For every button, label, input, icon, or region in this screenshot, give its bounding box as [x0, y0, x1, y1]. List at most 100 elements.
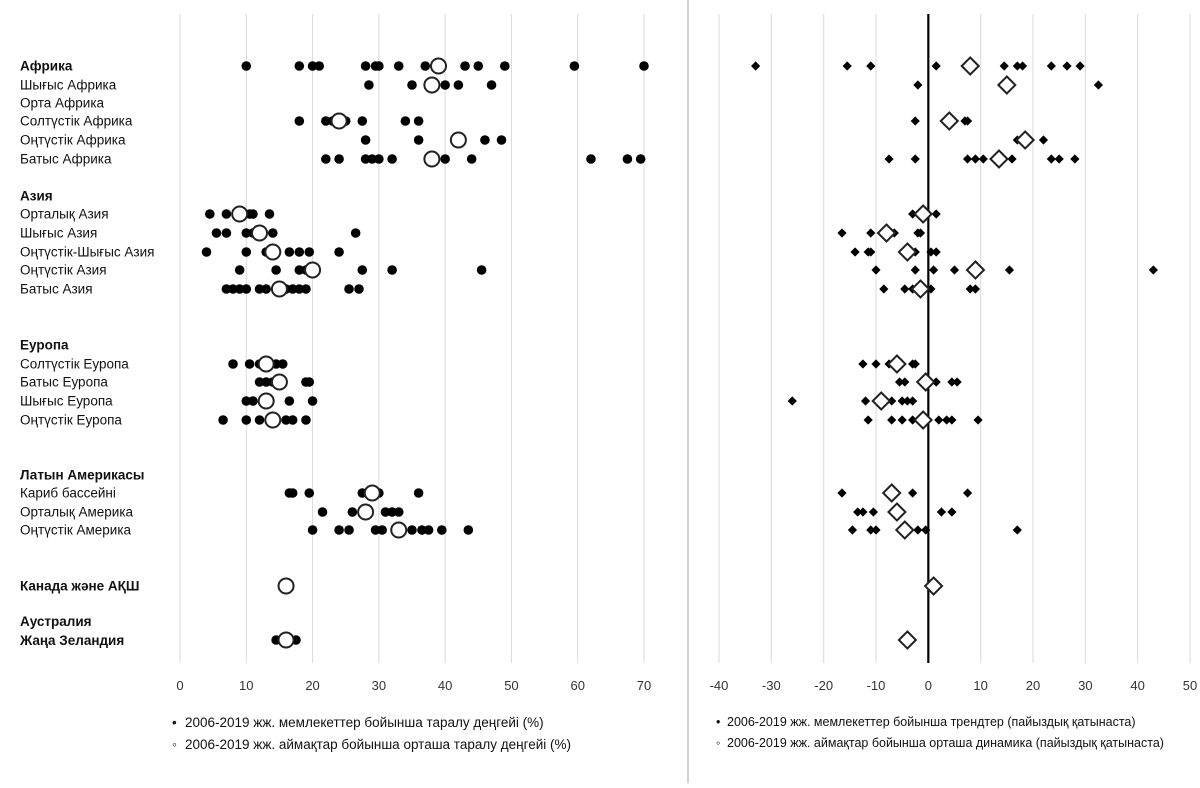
region-mean-marker	[277, 631, 295, 649]
country-trend-point	[931, 377, 941, 387]
country-point	[294, 116, 305, 126]
country-point	[453, 80, 464, 90]
row-label: Оңтүстік Еуропа	[20, 413, 122, 428]
country-trend-point	[1062, 61, 1072, 71]
region-mean-marker	[304, 261, 322, 279]
country-trend-point	[842, 61, 852, 71]
country-point	[407, 80, 417, 90]
country-point	[569, 61, 580, 71]
country-trend-point	[970, 284, 981, 294]
country-point	[344, 284, 354, 294]
row-label: Оңтүстік Африка	[20, 133, 126, 148]
country-trend-point	[915, 228, 926, 238]
country-point	[417, 525, 427, 535]
country-point	[218, 415, 228, 425]
country-trend-point	[1017, 61, 1028, 71]
region-mean-marker	[390, 521, 408, 539]
row-label: Орталық Америка	[20, 505, 134, 520]
country-point	[241, 228, 252, 238]
country-trend-point	[908, 396, 918, 406]
country-trend-point	[866, 228, 876, 238]
legend-marker: ◦	[172, 737, 177, 752]
country-trend-point	[751, 61, 761, 71]
country-point	[486, 80, 497, 90]
row-label: Солтүстік Еуропа	[20, 357, 129, 372]
region-mean-marker	[430, 57, 448, 75]
region-mean-marker	[277, 577, 295, 595]
country-point	[241, 415, 252, 425]
region-mean-trend-marker	[887, 502, 907, 522]
country-point	[413, 135, 424, 145]
country-trend-point	[1046, 154, 1056, 164]
country-trend-point	[931, 247, 941, 257]
row-label: Африка	[20, 59, 73, 74]
country-trend-point	[847, 525, 858, 535]
legend-marker: •	[172, 715, 177, 730]
legend-label: 2006-2019 жж. мемлекеттер бойынша таралу…	[185, 715, 544, 730]
country-point	[205, 209, 215, 219]
legend-marker: •	[716, 715, 720, 729]
country-trend-point	[837, 228, 847, 238]
region-mean-trend-marker	[897, 630, 918, 650]
country-trend-point	[887, 415, 897, 425]
country-trend-point	[1070, 154, 1080, 164]
x-tick-label: 30	[372, 678, 386, 693]
country-point	[496, 135, 507, 145]
country-point	[271, 265, 281, 275]
country-point	[321, 116, 331, 126]
region-mean-marker	[423, 150, 441, 168]
region-mean-trend-marker	[965, 260, 986, 280]
country-trend-point	[965, 284, 975, 294]
country-point	[294, 61, 305, 71]
legend-label: 2006-2019 жж. аймақтар бойынша орташа та…	[185, 737, 571, 752]
country-point	[304, 247, 315, 257]
country-trend-point	[897, 396, 907, 406]
country-point	[635, 154, 646, 164]
region-mean-marker	[231, 205, 249, 223]
country-trend-point	[787, 396, 797, 406]
country-point	[347, 507, 358, 517]
country-point	[374, 61, 384, 71]
country-point	[254, 415, 265, 425]
country-point	[387, 265, 397, 275]
country-point	[294, 284, 305, 294]
country-trend-point	[1004, 265, 1015, 275]
country-point	[228, 284, 238, 294]
country-trend-point	[926, 247, 936, 257]
country-point	[248, 209, 258, 219]
country-point	[228, 359, 238, 369]
row-label: Латын Америкасы	[20, 468, 144, 483]
country-trend-point	[942, 415, 952, 425]
region-mean-trend-marker	[915, 372, 936, 392]
country-point	[284, 396, 295, 406]
country-point	[463, 525, 474, 535]
country-trend-point	[1148, 265, 1158, 275]
x-tick-label: 70	[637, 678, 651, 693]
region-mean-trend-marker	[910, 279, 931, 299]
country-trend-point	[897, 415, 907, 425]
country-point	[248, 396, 258, 406]
country-point	[367, 154, 378, 164]
region-mean-marker	[270, 373, 288, 391]
country-point	[407, 525, 417, 535]
country-point	[241, 396, 252, 406]
country-point	[377, 525, 387, 535]
trends-panel: -40 -30 -20 -10 0 10 20 30 40 50 • 2006-2019 жж. ме…	[710, 14, 1197, 750]
country-point	[437, 525, 447, 535]
country-point	[261, 284, 271, 294]
country-trend-point	[928, 265, 939, 275]
country-point	[201, 247, 212, 257]
country-point	[254, 284, 265, 294]
country-point	[420, 61, 431, 71]
row-label: Орталық Азия	[20, 207, 109, 222]
country-point	[244, 359, 255, 369]
x-tick-label: 0	[925, 678, 932, 693]
country-point	[344, 525, 354, 535]
country-trend-point	[850, 247, 860, 257]
x-tick-label: 20	[305, 678, 319, 693]
country-point	[476, 265, 487, 275]
country-trend-point	[947, 415, 957, 425]
x-tick-label: 50	[504, 678, 518, 693]
row-label: Солтүстік Африка	[20, 114, 133, 129]
country-point	[639, 61, 649, 71]
